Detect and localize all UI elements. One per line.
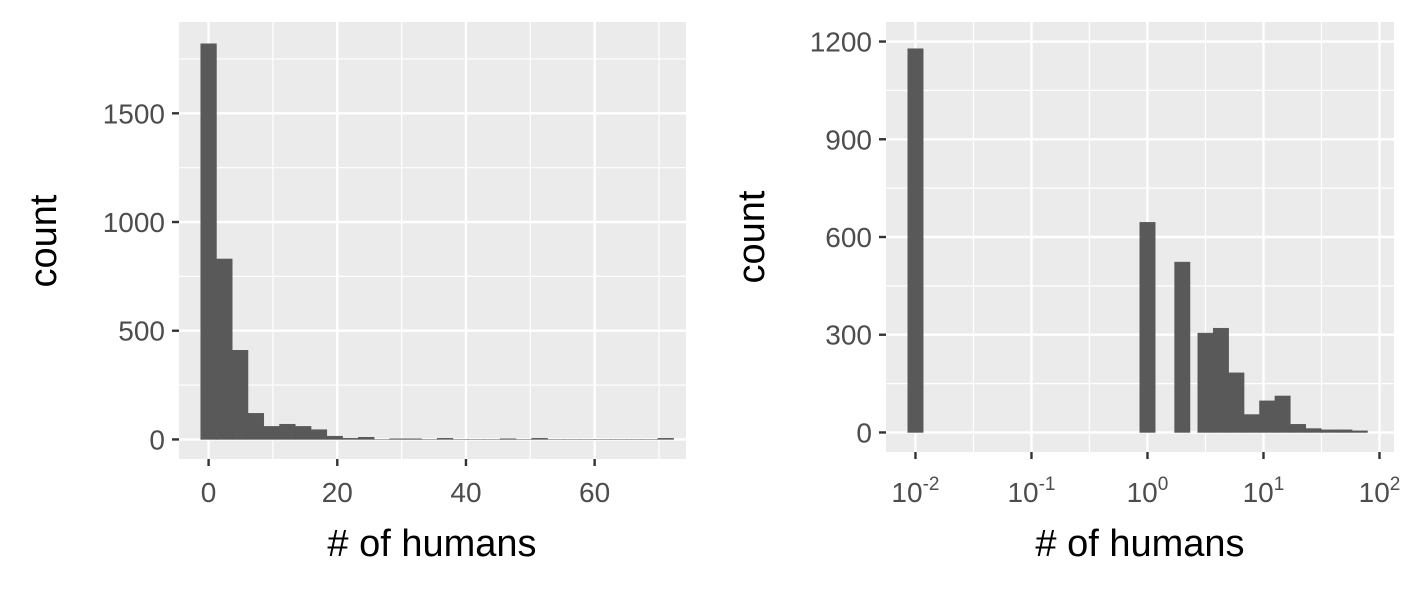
left-histogram-bar	[247, 413, 265, 440]
left-x-tick-label: 20	[322, 477, 353, 508]
right-histogram-bar	[1243, 414, 1260, 433]
right-y-tick-label: 1200	[810, 27, 872, 58]
left-histogram-panel: 0 20 40 60 0 500 1000 1500 # of humans count	[23, 22, 686, 565]
left-histogram-bar	[499, 438, 517, 440]
right-x-tick-label: 10-2	[891, 474, 939, 508]
left-histogram-bar	[216, 258, 233, 440]
right-x-tick-label: 102	[1359, 474, 1401, 508]
left-y-tick-label: 1000	[103, 207, 165, 238]
left-histogram-bar	[389, 438, 406, 440]
left-bars	[200, 43, 674, 440]
right-histogram-bar	[1212, 327, 1229, 433]
right-histogram-bar	[1336, 429, 1353, 433]
right-histogram-bar	[1274, 395, 1291, 433]
left-x-axis-title: # of humans	[327, 523, 536, 565]
left-plot-background	[179, 22, 686, 459]
left-histogram-bar	[200, 43, 217, 440]
left-y-tick-label: 1500	[103, 98, 165, 129]
right-histogram-bar	[1351, 430, 1368, 433]
right-y-tick-label: 300	[825, 320, 872, 351]
right-histogram-bar	[1174, 261, 1191, 433]
right-y-tick-label: 900	[825, 124, 872, 155]
left-axes: 0 20 40 60 0 500 1000 1500	[103, 98, 611, 508]
left-histogram-bar	[358, 437, 375, 440]
right-histogram-bar	[1228, 372, 1245, 433]
left-histogram-bar	[657, 438, 674, 440]
left-x-tick-label: 0	[201, 477, 217, 508]
left-histogram-bar	[436, 438, 454, 440]
right-x-tick-label: 100	[1127, 474, 1169, 508]
right-histogram-bar	[907, 48, 924, 433]
left-y-axis-title: count	[23, 194, 65, 287]
left-histogram-bar	[231, 350, 249, 440]
right-histogram-bar	[1197, 332, 1214, 433]
right-x-axis-title: # of humans	[1035, 523, 1244, 565]
left-histogram-bar	[263, 426, 280, 440]
right-x-tick-label: 10-1	[1007, 474, 1055, 508]
right-bars	[907, 48, 1368, 433]
left-histogram-bar	[310, 429, 328, 440]
right-y-tick-label: 0	[856, 417, 872, 448]
left-y-tick-label: 500	[118, 316, 165, 347]
right-histogram-bar	[1259, 400, 1276, 433]
left-x-tick-label: 40	[450, 477, 481, 508]
left-x-tick-label: 60	[579, 477, 610, 508]
right-y-axis-title: count	[731, 190, 773, 283]
right-histogram-bar	[1290, 424, 1307, 433]
right-x-tick-label: 101	[1243, 474, 1285, 508]
right-histogram-bar	[1305, 428, 1322, 433]
right-y-tick-label: 600	[825, 222, 872, 253]
right-histogram-bar	[1139, 222, 1156, 433]
left-histogram-bar	[326, 435, 343, 440]
left-y-tick-label: 0	[149, 424, 165, 455]
left-histogram-bar	[279, 423, 296, 440]
left-histogram-bar	[295, 426, 312, 440]
left-histogram-bar	[342, 438, 359, 440]
right-axes: 10-2 10-1 100 101 102 0 300 600 900 1200	[810, 27, 1401, 508]
left-histogram-bar	[531, 438, 548, 440]
right-histogram-panel: 10-2 10-1 100 101 102 0 300 600 900 1200 # of hum…	[731, 22, 1400, 565]
right-histogram-bar	[1320, 429, 1337, 433]
left-histogram-bar	[405, 438, 422, 440]
